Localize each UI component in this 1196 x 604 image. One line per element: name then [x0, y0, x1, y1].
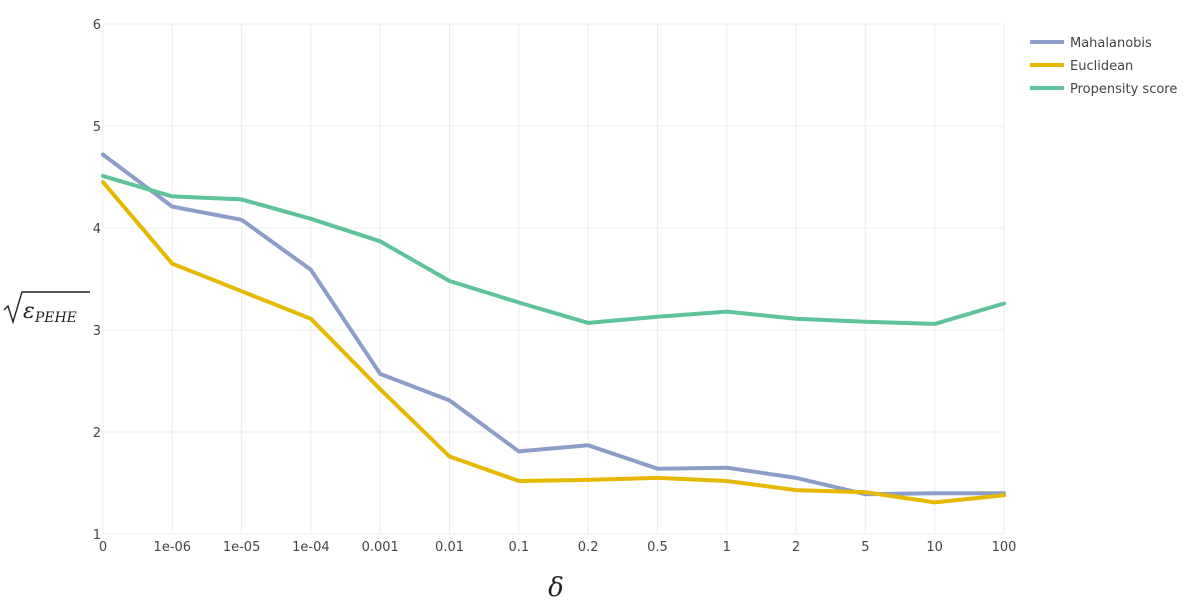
x-tick-label: 100 — [992, 540, 1017, 555]
series-line-mahalanobis — [101, 152, 1006, 497]
y-tick-label: 3 — [93, 324, 101, 339]
x-tick-label: 1 — [723, 540, 731, 555]
grid — [102, 23, 1005, 535]
x-tick-label: 1e-05 — [223, 540, 261, 555]
legend-item-mahalanobis[interactable]: Mahalanobis — [1030, 36, 1152, 51]
x-tick-label: 0.2 — [578, 540, 599, 555]
y-tick-label: 2 — [93, 426, 101, 441]
y-tick-labels: 1 2 3 4 5 6 — [93, 18, 101, 543]
x-tick-label: 0.1 — [509, 540, 530, 555]
series-line-propensity-score — [101, 174, 1006, 326]
legend-label: Propensity score — [1070, 82, 1177, 97]
legend[interactable]: Mahalanobis Euclidean Propensity score — [1030, 36, 1177, 97]
x-tick-label: 1e-04 — [292, 540, 330, 555]
x-tick-label: 0.5 — [647, 540, 668, 555]
svg-text:εPEHE: εPEHE — [23, 299, 77, 326]
x-tick-label: 0.001 — [362, 540, 399, 555]
x-tick-labels: 0 1e-06 1e-05 1e-04 0.001 0.01 0.1 0.2 0.5 1 2 5 10 1… — [99, 540, 1017, 555]
series-line-euclidean — [101, 180, 1006, 505]
legend-item-euclidean[interactable]: Euclidean — [1030, 59, 1133, 74]
y-axis-title: εPEHE — [3, 291, 90, 326]
x-tick-label: 5 — [861, 540, 869, 555]
x-tick-label: 0.01 — [435, 540, 464, 555]
y-tick-label: 6 — [93, 18, 101, 33]
legend-item-propensity-score[interactable]: Propensity score — [1030, 82, 1177, 97]
legend-label: Mahalanobis — [1070, 36, 1152, 51]
x-axis-title: δ — [548, 573, 564, 603]
y-tick-label: 5 — [93, 120, 101, 135]
y-axis-title-symbol: ε — [23, 299, 35, 324]
y-tick-label: 4 — [93, 222, 101, 237]
sqrt-symbol — [3, 291, 90, 325]
legend-label: Euclidean — [1070, 59, 1133, 74]
series-lines — [101, 152, 1006, 505]
y-axis-title-subscript: PEHE — [34, 310, 77, 326]
x-tick-label: 2 — [792, 540, 800, 555]
x-tick-label: 0 — [99, 540, 107, 555]
x-tick-label: 1e-06 — [154, 540, 192, 555]
y-tick-label: 1 — [93, 528, 101, 543]
x-tick-label: 10 — [926, 540, 943, 555]
